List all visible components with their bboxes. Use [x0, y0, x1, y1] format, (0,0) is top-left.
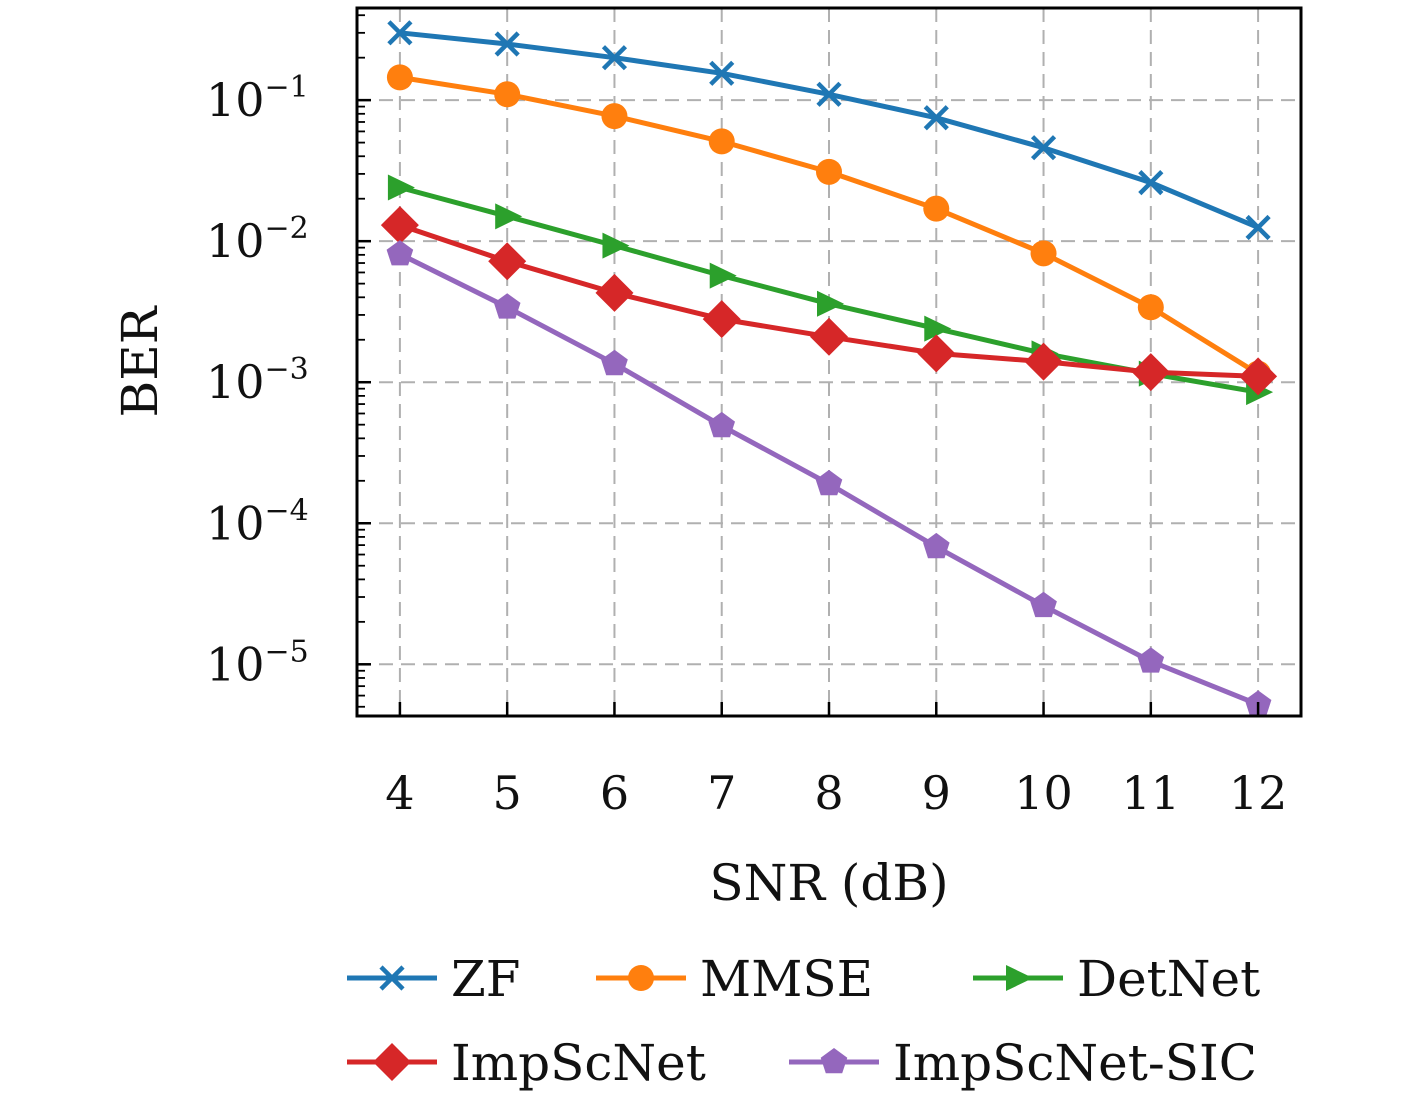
data-point-pentagon [923, 532, 950, 559]
y-tick-exponent: −5 [265, 634, 309, 669]
data-point-x [379, 965, 405, 991]
data-point-pentagon [820, 1048, 848, 1074]
y-tick-base: 10 [206, 73, 265, 127]
y-tick-label: 10−1 [206, 70, 309, 127]
series-impscnet-sic [386, 240, 1272, 716]
legend-label: ImpScNet-SIC [893, 1034, 1257, 1092]
data-point-diamond [1131, 353, 1170, 392]
y-tick-label: 10−4 [206, 493, 309, 550]
data-point-pentagon [815, 469, 843, 496]
data-point-triangle-right [1006, 965, 1033, 991]
data-point-triangle-right [602, 232, 630, 259]
series-impscnet [380, 206, 1278, 396]
x-axis-title: SNR (dB) [709, 854, 948, 912]
y-tick-labels: 10−110−210−310−410−5 [206, 70, 309, 691]
data-point-x [601, 45, 628, 71]
data-point-pentagon [493, 293, 521, 319]
axis-ticks [357, 14, 1260, 716]
y-tick-exponent: −4 [265, 493, 309, 528]
data-point-circle [708, 128, 735, 155]
y-tick-label: 10−3 [206, 352, 309, 409]
x-tick-label: 11 [1122, 766, 1181, 820]
data-point-x [816, 81, 842, 107]
legend-label: ZF [451, 950, 520, 1008]
data-point-pentagon [1137, 647, 1165, 673]
x-tick-label: 9 [922, 766, 951, 820]
data-point-diamond [595, 273, 634, 312]
legend-item-zf: ZF [347, 950, 520, 1008]
data-point-x [494, 31, 520, 57]
data-point-x [709, 60, 735, 86]
x-tick-label: 12 [1229, 766, 1288, 820]
legend-item-detnet: DetNet [973, 950, 1260, 1008]
data-point-diamond [1024, 342, 1063, 381]
series-mmse [386, 64, 1272, 387]
y-tick-base: 10 [206, 355, 265, 409]
data-point-x [1138, 170, 1164, 196]
data-point-circle [386, 64, 413, 91]
legend-item-mmse: MMSE [596, 950, 873, 1008]
data-point-x [387, 20, 413, 46]
legend-item-impscnet-sic: ImpScNet-SIC [789, 1034, 1257, 1092]
y-axis-title: BER [111, 305, 169, 417]
data-point-circle [1030, 240, 1057, 267]
y-tick-exponent: −1 [265, 70, 309, 105]
data-point-diamond [702, 300, 741, 339]
x-tick-labels: 4 5 6 7 8 9 10 11 12 [385, 766, 1287, 820]
data-point-diamond [373, 1043, 411, 1081]
data-point-diamond [810, 317, 848, 356]
y-tick-exponent: −3 [265, 352, 309, 387]
x-tick-label: 8 [814, 766, 843, 820]
data-point-pentagon [386, 240, 414, 266]
data-point-circle [494, 81, 521, 108]
data-point-circle [816, 158, 842, 185]
legend-label: ImpScNet [451, 1034, 706, 1092]
data-point-diamond [380, 206, 419, 245]
data-point-x [1245, 214, 1271, 241]
x-tick-label: 10 [1014, 766, 1073, 820]
x-tick-label: 5 [493, 766, 522, 820]
x-tick-label: 6 [600, 766, 629, 820]
y-tick-label: 10−5 [206, 634, 309, 691]
y-tick-base: 10 [206, 214, 265, 268]
y-tick-label: 10−2 [206, 211, 309, 268]
legend: ZF MMSE DetNet ImpScNet ImpScNet-SIC [347, 950, 1260, 1092]
y-tick-base: 10 [206, 637, 265, 691]
y-tick-base: 10 [206, 496, 265, 550]
data-point-diamond [488, 242, 527, 281]
legend-label: DetNet [1077, 950, 1260, 1008]
data-point-triangle-right [709, 262, 737, 289]
legend-item-impscnet: ImpScNet [347, 1034, 706, 1092]
data-point-circle [628, 965, 654, 991]
legend-label: MMSE [700, 950, 873, 1008]
x-tick-label: 4 [385, 766, 414, 820]
data-point-x [923, 105, 949, 131]
data-point-triangle-right [495, 203, 523, 230]
data-point-triangle-right [387, 174, 415, 201]
data-point-pentagon [708, 411, 735, 438]
series-zf [387, 20, 1271, 241]
data-point-triangle-right [924, 315, 952, 342]
data-point-diamond [1239, 357, 1278, 396]
data-point-circle [1137, 294, 1164, 321]
series-layer [380, 20, 1278, 716]
x-tick-label: 7 [707, 766, 736, 820]
data-point-x [1030, 135, 1057, 161]
y-tick-exponent: −2 [265, 211, 309, 246]
data-point-circle [923, 195, 950, 222]
data-point-circle [601, 103, 628, 130]
data-point-triangle-right [817, 290, 844, 317]
data-point-pentagon [601, 349, 628, 376]
data-point-pentagon [1030, 591, 1057, 618]
data-point-diamond [917, 334, 956, 373]
